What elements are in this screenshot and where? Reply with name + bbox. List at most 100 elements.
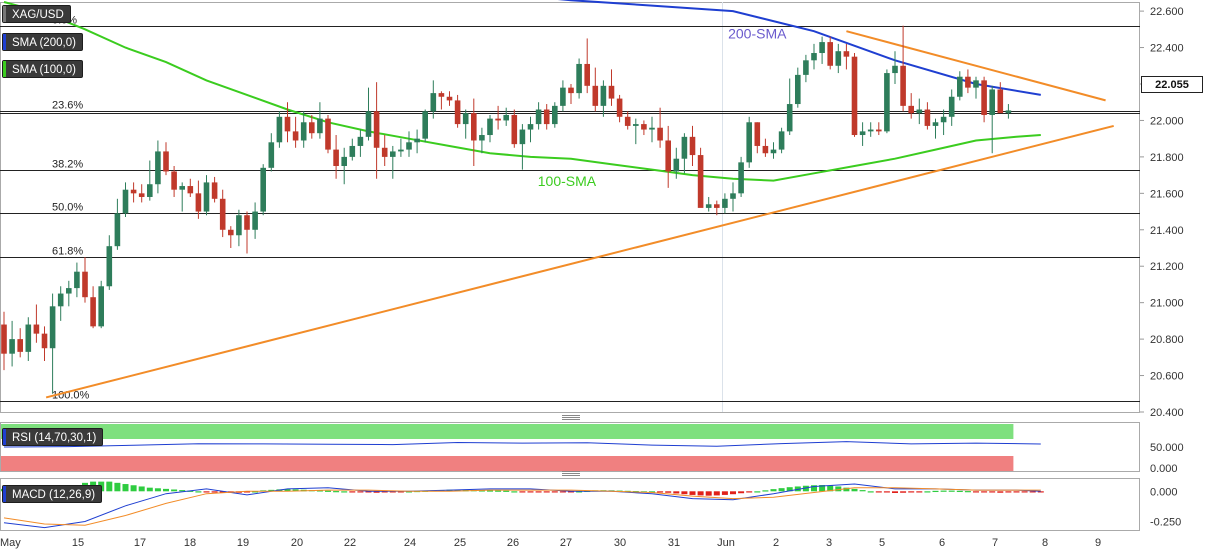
macd-histogram-bar bbox=[649, 491, 655, 493]
candle-body bbox=[325, 118, 331, 150]
macd-histogram-bar bbox=[316, 490, 323, 492]
candle-body bbox=[503, 114, 509, 121]
macd-histogram-bar bbox=[163, 488, 169, 492]
candle-body bbox=[163, 151, 169, 172]
macd-histogram-bar bbox=[357, 491, 364, 493]
rsi-oversold-band bbox=[1, 456, 1014, 471]
macd-histogram-bar bbox=[341, 491, 348, 493]
pane-splitter-rsi[interactable] bbox=[562, 415, 580, 420]
candle-body bbox=[122, 189, 129, 214]
x-tick-label: 3 bbox=[826, 537, 832, 549]
candle-body bbox=[576, 63, 582, 94]
macd-histogram-bar bbox=[551, 491, 558, 493]
macd-histogram-bar bbox=[924, 491, 931, 493]
candle-body bbox=[228, 229, 234, 236]
candle-body bbox=[948, 96, 955, 117]
x-tick-label: 22 bbox=[344, 537, 356, 549]
macd-histogram-bar bbox=[568, 491, 574, 493]
y-tick-label: 20.400 bbox=[1150, 407, 1184, 419]
y-tick-label: 21.800 bbox=[1150, 152, 1184, 164]
signal-line bbox=[3, 487, 1041, 526]
candle-body bbox=[130, 189, 137, 194]
candle-body bbox=[422, 111, 428, 139]
macd-histogram-bar bbox=[1021, 491, 1028, 493]
candle-body bbox=[519, 129, 526, 145]
y-tick-label: 20.600 bbox=[1150, 371, 1184, 383]
x-tick-label: 27 bbox=[560, 537, 572, 549]
candle-body bbox=[260, 167, 266, 212]
support-trendline bbox=[45, 124, 1114, 399]
candle-body bbox=[487, 118, 493, 136]
candle-body bbox=[811, 53, 817, 61]
rsi-y-tick-label: 0.000 bbox=[1150, 463, 1178, 475]
macd-histogram-bar bbox=[819, 485, 826, 492]
macd-histogram-bar bbox=[681, 491, 688, 495]
legend-symbol[interactable]: XAG/USD bbox=[2, 5, 71, 23]
legend-sma100[interactable]: SMA (100,0) bbox=[2, 60, 83, 78]
macd-histogram-bar bbox=[705, 491, 712, 496]
candle-body bbox=[592, 85, 599, 106]
candle-body bbox=[867, 129, 874, 132]
legend-sma200[interactable]: SMA (200,0) bbox=[2, 33, 83, 51]
macd-histogram-bar bbox=[406, 491, 412, 493]
candle-body bbox=[851, 56, 858, 136]
candle-body bbox=[689, 136, 696, 156]
pane-splitter-macd[interactable] bbox=[562, 471, 580, 476]
candle-body bbox=[341, 156, 347, 166]
candle-body bbox=[244, 215, 250, 230]
candle-body bbox=[357, 136, 364, 146]
macd-histogram-bar bbox=[811, 485, 817, 492]
last-price-tag: 22.055 bbox=[1141, 76, 1203, 93]
macd-histogram-bar bbox=[713, 491, 720, 496]
macd-histogram-bar bbox=[284, 489, 291, 492]
legend-sma200-label: SMA (200,0) bbox=[12, 37, 76, 49]
macd-histogram-bar bbox=[325, 490, 331, 492]
macd-histogram-bar bbox=[657, 491, 664, 493]
candle-body bbox=[1005, 110, 1012, 114]
candle-body bbox=[495, 118, 501, 121]
macd-histogram-bar bbox=[114, 482, 121, 492]
candle-body bbox=[908, 105, 914, 114]
candle-body bbox=[114, 213, 121, 247]
candle-body bbox=[649, 127, 655, 130]
candle-body bbox=[892, 65, 898, 74]
candle-body bbox=[414, 138, 420, 143]
candle-body bbox=[90, 297, 96, 327]
candle-body bbox=[462, 113, 469, 125]
candle-body bbox=[349, 145, 356, 157]
candle-body bbox=[511, 114, 518, 145]
pane-frame-2 bbox=[0, 478, 1140, 531]
macd-histogram-bar bbox=[527, 491, 534, 493]
candle-body bbox=[406, 142, 412, 150]
macd-histogram-bar bbox=[203, 491, 210, 493]
x-tick-label: 25 bbox=[454, 537, 466, 549]
macd-histogram-bar bbox=[1029, 491, 1036, 493]
macd-histogram-bar bbox=[349, 491, 356, 493]
macd-histogram-bar bbox=[754, 491, 761, 493]
macd-histogram-bar bbox=[786, 487, 793, 492]
rsi-overbought-band bbox=[1, 424, 1014, 439]
macd-histogram-bar bbox=[843, 487, 850, 492]
candle-body bbox=[82, 271, 88, 298]
macd-histogram-bar bbox=[503, 490, 510, 492]
candle-body bbox=[195, 193, 202, 212]
fib-level-label: 38.2% bbox=[52, 159, 83, 171]
candle-body bbox=[333, 149, 339, 166]
legend-macd[interactable]: MACD (12,26,9) bbox=[2, 485, 103, 503]
macd-histogram-bar bbox=[989, 491, 996, 493]
candle-body bbox=[657, 127, 663, 141]
legend-rsi[interactable]: RSI (14,70,30,1) bbox=[2, 428, 104, 446]
candle-body bbox=[722, 198, 728, 208]
rsi-y-tick-label: 50.000 bbox=[1150, 442, 1184, 454]
macd-histogram-bar bbox=[916, 491, 923, 493]
macd-histogram-bar bbox=[138, 486, 145, 492]
macd-y-tick-label: -0.250 bbox=[1150, 517, 1181, 529]
macd-histogram-bar bbox=[762, 490, 769, 492]
macd-histogram-bar bbox=[738, 491, 745, 494]
macd-histogram-bar bbox=[875, 491, 882, 493]
candle-body bbox=[786, 104, 793, 132]
macd-histogram-bar bbox=[195, 491, 202, 493]
candle-body bbox=[746, 122, 752, 163]
candle-body bbox=[859, 131, 866, 136]
